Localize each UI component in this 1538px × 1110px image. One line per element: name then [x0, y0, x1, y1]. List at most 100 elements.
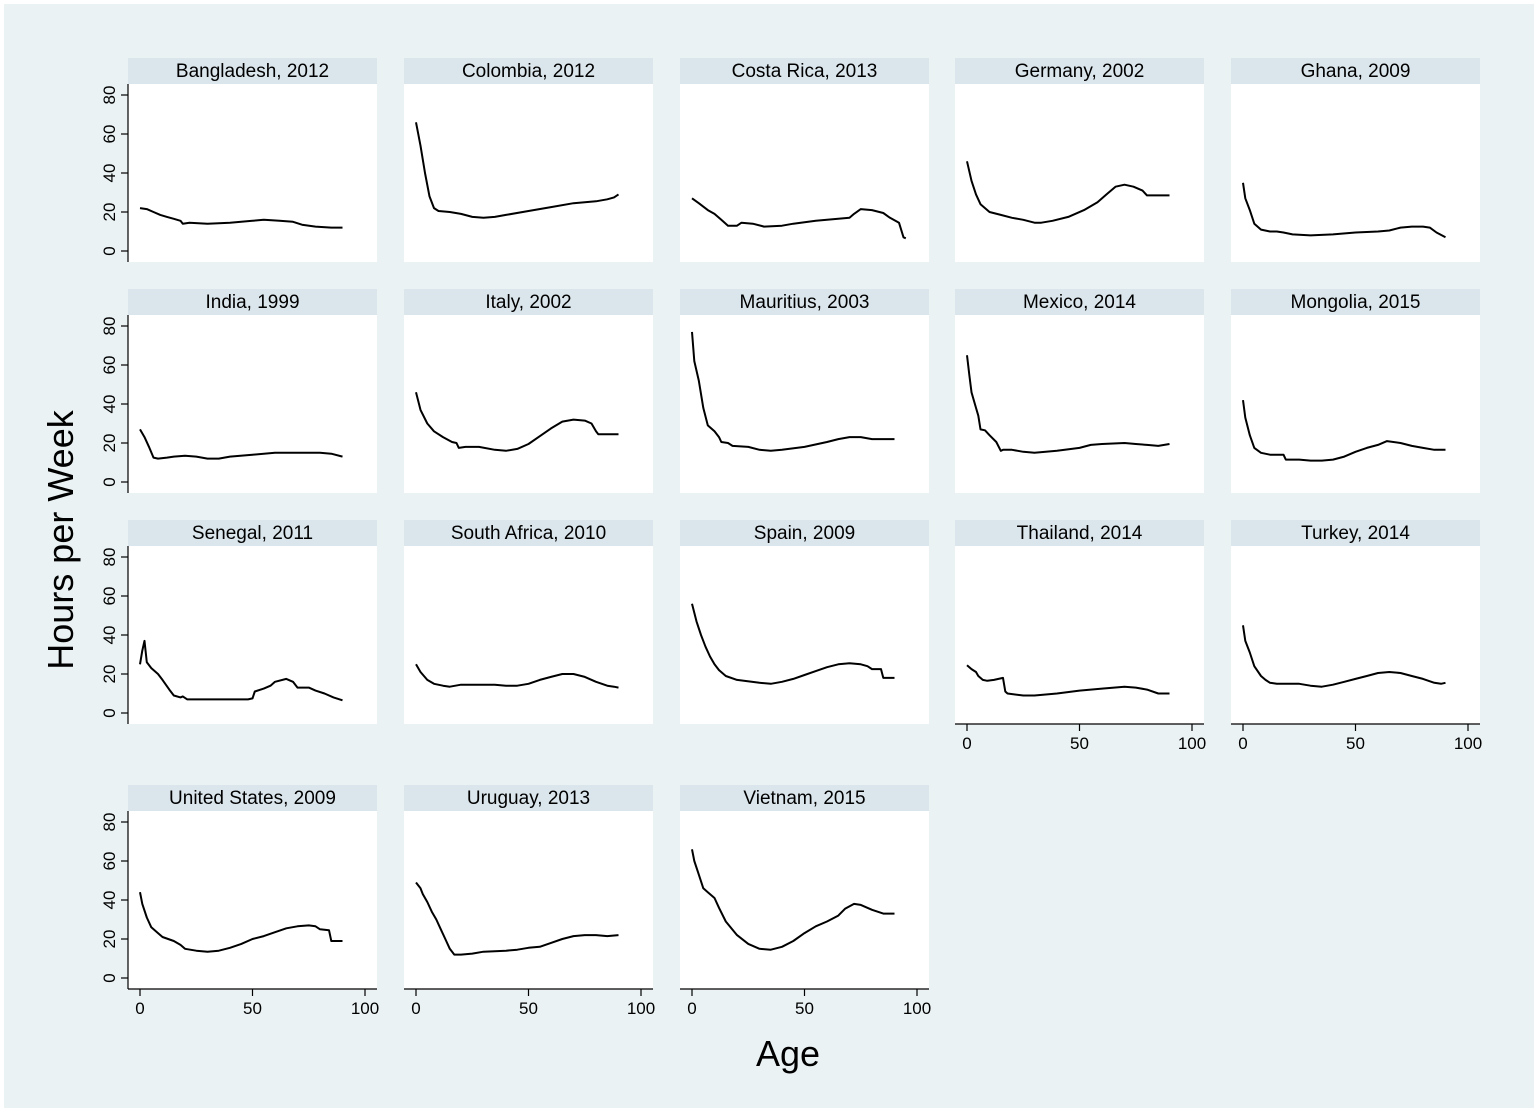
panel-plot-area — [404, 84, 653, 262]
x-tick-label: 0 — [687, 999, 696, 1018]
x-tick-label: 50 — [243, 999, 262, 1018]
x-tick-label: 50 — [795, 999, 814, 1018]
panel-strip — [955, 289, 1204, 315]
x-tick-label: 100 — [351, 999, 379, 1018]
y-tick-label: 0 — [100, 973, 119, 982]
series-line — [1242, 625, 1446, 688]
x-tick-label: 100 — [1178, 734, 1206, 753]
panel-plot-area — [680, 315, 929, 493]
y-tick-label: 60 — [100, 852, 119, 871]
panel-title: Costa Rica, 2013 — [732, 61, 878, 82]
series-line — [966, 355, 1170, 454]
panel: Mexico, 2014 — [955, 289, 1204, 493]
panel-strip — [128, 58, 377, 84]
panel-plot-area — [128, 84, 377, 262]
panel-strip — [680, 520, 929, 546]
panel-title: Spain, 2009 — [754, 523, 855, 544]
y-tick-label: 20 — [100, 434, 119, 453]
panel: Thailand, 2014 0 50 100 — [955, 520, 1206, 753]
y-tick-label: 80 — [100, 86, 119, 105]
panel: Mongolia, 2015 — [1231, 289, 1480, 493]
y-tick-label: 80 — [100, 548, 119, 567]
panel-plot-area — [128, 811, 377, 989]
series-line — [1242, 399, 1446, 462]
series-line — [139, 639, 343, 702]
panel-strip — [404, 289, 653, 315]
y-tick-label: 80 — [100, 813, 119, 832]
panel-title: Germany, 2002 — [1015, 61, 1145, 82]
panel-strip — [404, 520, 653, 546]
x-tick-label: 50 — [1346, 734, 1365, 753]
panels-layer: Bangladesh, 2012 0 20 40 60 80 Colombia, 2012 C… — [100, 58, 1482, 1018]
panel-title: Turkey, 2014 — [1301, 523, 1410, 544]
panel-strip — [1231, 58, 1480, 84]
y-axis-label: Hours per Week — [40, 409, 81, 669]
panel-plot-area — [680, 84, 929, 262]
panel-plot-area — [680, 811, 929, 989]
panel-strip — [680, 289, 929, 315]
panel: Colombia, 2012 — [404, 58, 653, 262]
panel-plot-area — [128, 315, 377, 493]
panel-plot-area — [1231, 546, 1480, 724]
panel: India, 1999 0 20 40 60 80 — [100, 289, 377, 493]
panel-strip — [404, 58, 653, 84]
y-tick-label: 40 — [100, 626, 119, 645]
y-tick-label: 20 — [100, 203, 119, 222]
panel-title: Colombia, 2012 — [462, 61, 595, 82]
x-tick-label: 0 — [135, 999, 144, 1018]
x-tick-label: 0 — [411, 999, 420, 1018]
y-tick-label: 60 — [100, 587, 119, 606]
x-tick-label: 0 — [1238, 734, 1247, 753]
panel-strip — [404, 785, 653, 811]
series-line — [415, 122, 620, 219]
panel-strip — [680, 785, 929, 811]
panel-title: Mauritius, 2003 — [740, 292, 870, 313]
panel-strip — [1231, 289, 1480, 315]
series-line — [691, 603, 895, 685]
panel-title: Mongolia, 2015 — [1291, 292, 1421, 313]
panel-title: Ghana, 2009 — [1301, 61, 1411, 82]
panel-plot-area — [955, 315, 1204, 493]
x-tick-label: 50 — [519, 999, 538, 1018]
panel-plot-area — [680, 546, 929, 724]
panel: Bangladesh, 2012 0 20 40 60 80 — [100, 58, 377, 262]
panel: United States, 2009 0 20 40 60 80 0 50 100 — [100, 785, 379, 1018]
panel: Vietnam, 2015 0 50 100 — [680, 785, 931, 1018]
panel-plot-area — [404, 811, 653, 989]
panel: Germany, 2002 — [955, 58, 1204, 262]
x-tick-label: 0 — [962, 734, 971, 753]
panel-title: Bangladesh, 2012 — [176, 61, 329, 82]
panel-title: Senegal, 2011 — [192, 523, 313, 544]
panel-title: Vietnam, 2015 — [743, 788, 865, 809]
panel: Senegal, 2011 0 20 40 60 80 — [100, 520, 377, 724]
x-tick-label: 50 — [1070, 734, 1089, 753]
series-line — [966, 664, 1170, 697]
panel: South Africa, 2010 — [404, 520, 653, 724]
panel-title: United States, 2009 — [169, 788, 336, 809]
panel: Ghana, 2009 — [1231, 58, 1480, 262]
series-line — [415, 392, 619, 452]
panel-title: Thailand, 2014 — [1017, 523, 1143, 544]
panel: Uruguay, 2013 0 50 100 — [404, 785, 655, 1018]
y-tick-label: 40 — [100, 395, 119, 414]
x-axis-label: Age — [756, 1033, 820, 1074]
panel: Mauritius, 2003 — [680, 289, 929, 493]
series-line — [415, 663, 619, 689]
panel-plot-area — [1231, 315, 1480, 493]
y-tick-label: 40 — [100, 891, 119, 910]
panel-strip — [955, 520, 1204, 546]
series-line — [966, 161, 1170, 224]
series-line — [1242, 182, 1446, 239]
panel-strip — [955, 58, 1204, 84]
panel-strip — [128, 520, 377, 546]
y-tick-label: 20 — [100, 665, 119, 684]
y-tick-label: 60 — [100, 125, 119, 144]
series-line — [691, 849, 895, 951]
series-line — [139, 207, 343, 229]
y-tick-label: 80 — [100, 317, 119, 336]
y-tick-label: 40 — [100, 164, 119, 183]
panel-title: Uruguay, 2013 — [467, 788, 590, 809]
panel-title: Italy, 2002 — [485, 292, 571, 313]
series-line — [139, 892, 343, 953]
panel-plot-area — [955, 546, 1204, 724]
